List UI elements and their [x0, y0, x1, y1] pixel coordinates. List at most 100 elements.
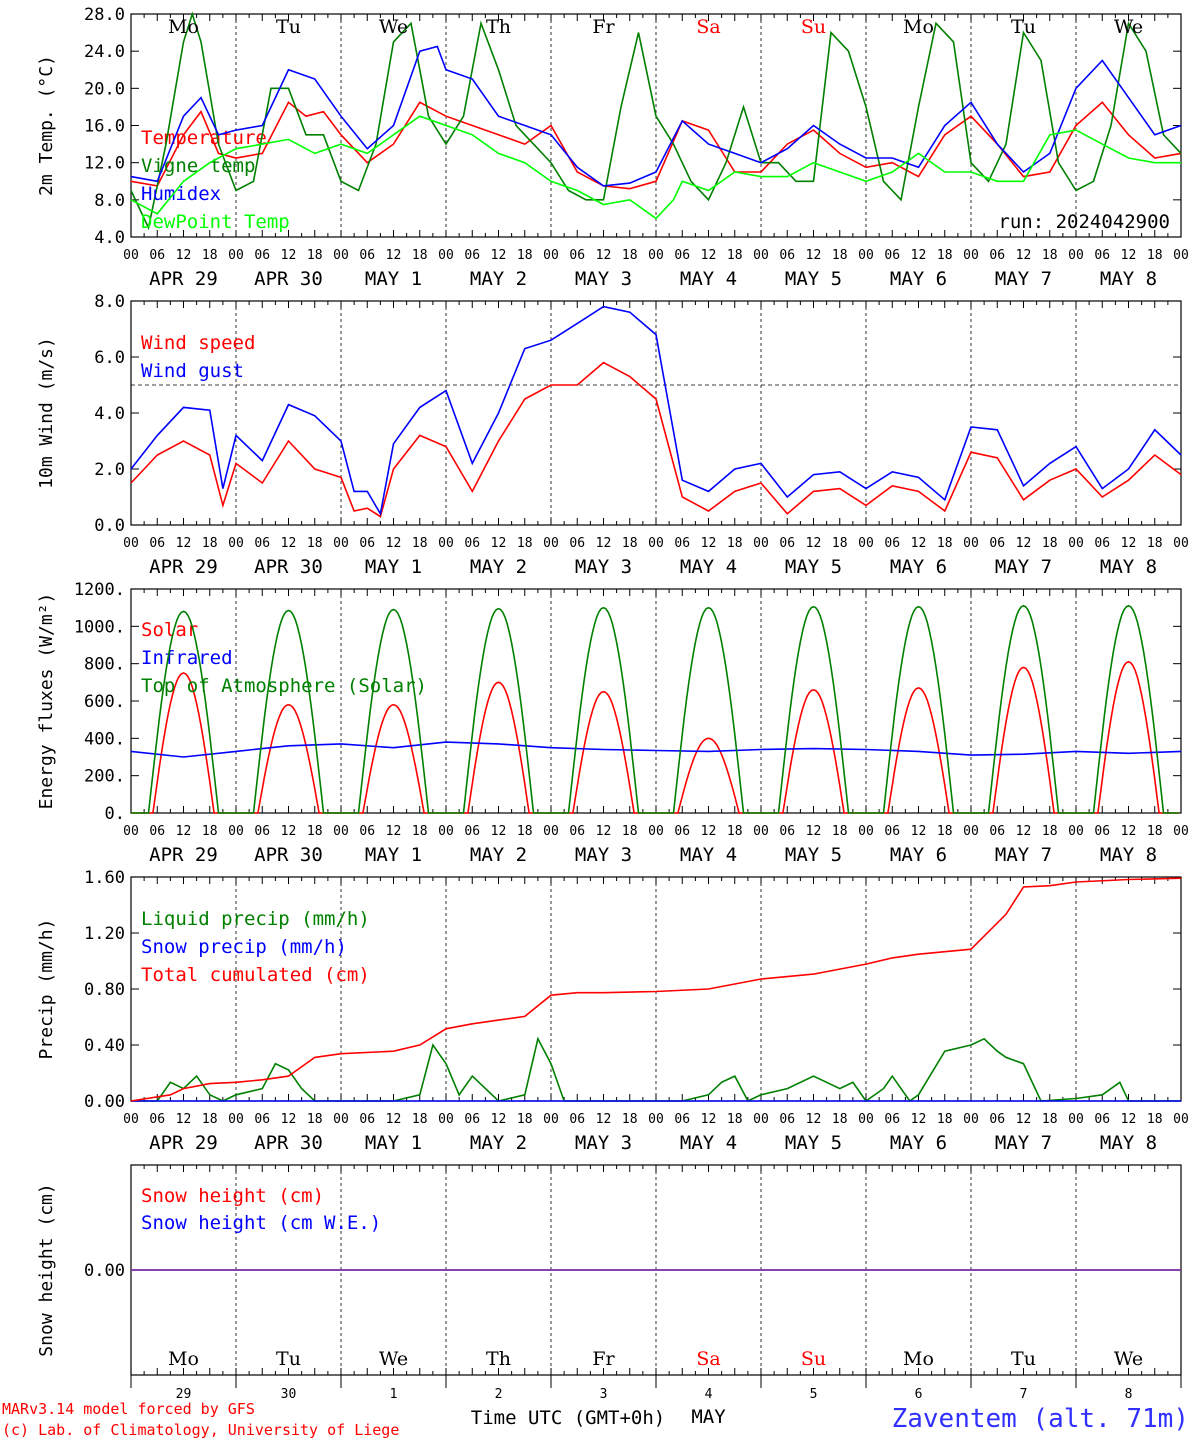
panel-frame: [130, 13, 1182, 238]
weekday-label: Mo: [168, 16, 199, 38]
hour-tick-label: 12: [491, 248, 507, 263]
hour-tick-label: 18: [1042, 248, 1058, 263]
hour-tick-label: 06: [464, 536, 480, 551]
hour-tick-label: 12: [1016, 536, 1032, 551]
series-line-humidex: [130, 45, 1182, 187]
hour-tick-label: 00: [438, 536, 454, 551]
hour-tick-label: 12: [386, 1112, 402, 1127]
hour-tick-label: 00: [858, 824, 874, 839]
date-label: MAY 3: [575, 1132, 632, 1154]
date-label: MAY 1: [365, 1132, 422, 1154]
hour-tick-label: 18: [307, 248, 323, 263]
panel-1: [130, 13, 1182, 238]
hour-tick-label: 12: [281, 824, 297, 839]
time-axis-label: Time UTC (GMT+0h): [471, 1407, 665, 1429]
hour-tick-label: 18: [202, 824, 218, 839]
date-label: MAY 1: [365, 268, 422, 290]
date-label: MAY 7: [995, 844, 1052, 866]
hour-tick-label: 00: [333, 824, 349, 839]
hour-tick-label: 00: [333, 536, 349, 551]
legend-entry: Solar: [141, 619, 198, 641]
hour-tick-label: 00: [543, 248, 559, 263]
hour-tick-label: 06: [989, 824, 1005, 839]
hour-tick-label: 00: [438, 248, 454, 263]
weekday-label: Mo: [903, 16, 934, 38]
y-tick-label: 24.0: [84, 42, 125, 62]
y-axis-label: 2m Temp. (°C): [36, 55, 57, 196]
hour-tick-label: 18: [412, 248, 428, 263]
hour-tick-label: 12: [281, 1112, 297, 1127]
legend-entry: Temperature: [141, 127, 267, 149]
y-tick-label: 0.0: [94, 516, 125, 536]
day-number: 8: [1125, 1387, 1133, 1402]
y-tick-label: 12.0: [84, 154, 125, 174]
date-label: MAY 2: [470, 268, 527, 290]
hour-tick-label: 18: [937, 824, 953, 839]
legend-entry: Humidex: [141, 183, 221, 205]
series-line-dewpoint-temp: [130, 115, 1181, 220]
hour-tick-label: 06: [359, 536, 375, 551]
run-label: run: 2024042900: [998, 211, 1170, 233]
date-label: MAY 5: [785, 268, 842, 290]
hour-tick-label: 06: [989, 536, 1005, 551]
date-label: MAY 8: [1100, 268, 1157, 290]
legend-entry: Vigne temp: [141, 155, 255, 177]
hour-tick-label: 12: [281, 536, 297, 551]
y-tick-label: 4.0: [94, 228, 125, 248]
hour-tick-label: 06: [464, 1112, 480, 1127]
date-label: APR 30: [254, 1132, 323, 1154]
date-label: APR 30: [254, 268, 323, 290]
hour-tick-label: 06: [464, 824, 480, 839]
hour-tick-label: 12: [1121, 1112, 1137, 1127]
hour-tick-label: 12: [1016, 1112, 1032, 1127]
weekday-label: Th: [486, 16, 511, 38]
weekday-label: Sa: [696, 16, 720, 38]
hour-tick-label: 06: [779, 536, 795, 551]
hour-tick-label: 12: [386, 824, 402, 839]
hour-tick-label: 00: [963, 1112, 979, 1127]
hour-tick-label: 12: [176, 536, 192, 551]
hour-tick-label: 18: [1042, 536, 1058, 551]
hour-tick-label: 06: [884, 536, 900, 551]
hour-tick-label: 06: [254, 536, 270, 551]
hour-tick-label: 00: [963, 536, 979, 551]
hour-tick-label: 06: [884, 824, 900, 839]
y-tick-label: 0.00: [84, 1092, 125, 1112]
hour-tick-label: 00: [1173, 824, 1189, 839]
hour-tick-label: 06: [989, 248, 1005, 263]
date-label: MAY 5: [785, 1132, 842, 1154]
hour-tick-label: 00: [333, 248, 349, 263]
y-tick-label: 8.0: [94, 191, 125, 211]
y-tick-label: 4.0: [94, 404, 125, 424]
y-tick-label: 1200.: [74, 580, 125, 600]
hour-tick-label: 18: [832, 824, 848, 839]
date-label: MAY 4: [680, 556, 737, 578]
legend-entry: Total cumulated (cm): [141, 964, 370, 986]
legend-entry: Snow precip (mm/h): [141, 936, 347, 958]
y-tick-label: 1000.: [74, 617, 125, 637]
hour-tick-label: 12: [806, 1112, 822, 1127]
hour-tick-label: 00: [438, 1112, 454, 1127]
hour-tick-label: 06: [359, 248, 375, 263]
hour-tick-label: 06: [254, 1112, 270, 1127]
hour-tick-label: 18: [307, 1112, 323, 1127]
hour-tick-label: 12: [596, 824, 612, 839]
hour-tick-label: 12: [911, 536, 927, 551]
hour-tick-label: 00: [753, 248, 769, 263]
y-tick-label: 0.40: [84, 1036, 125, 1056]
hour-tick-label: 18: [622, 1112, 638, 1127]
panel-3: [130, 588, 1182, 814]
hour-tick-label: 00: [228, 1112, 244, 1127]
hour-tick-label: 12: [176, 1112, 192, 1127]
weekday-label-bottom: We: [379, 1348, 408, 1370]
y-tick-label: 0.80: [84, 980, 125, 1000]
date-label: MAY 7: [995, 556, 1052, 578]
date-label: MAY 7: [995, 1132, 1052, 1154]
hour-tick-label: 12: [701, 1112, 717, 1127]
hour-tick-label: 06: [569, 248, 585, 263]
date-label: MAY 3: [575, 844, 632, 866]
hour-tick-label: 00: [1068, 824, 1084, 839]
legend-entry: Infrared: [141, 647, 233, 669]
weekday-label-bottom: Tu: [276, 1348, 301, 1370]
